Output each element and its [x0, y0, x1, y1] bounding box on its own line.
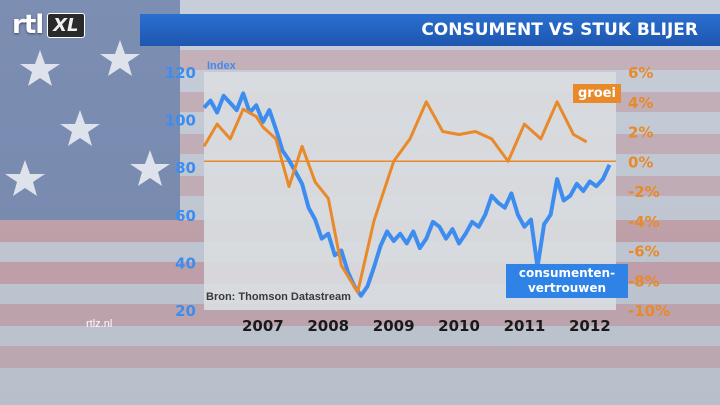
- source-note: Bron: Thomson Datastream: [206, 291, 351, 303]
- logo-channel: XL: [47, 12, 85, 38]
- channel-logo: rtl XL: [12, 10, 85, 40]
- series-label-consumentenvertrouwen: consumenten- vertrouwen: [506, 264, 628, 298]
- x-tick-label: 2011: [504, 317, 546, 335]
- x-axis-ticks: 2007 2008 2009 2010 2011 2012: [242, 317, 611, 335]
- site-url: rtlz.nl: [86, 318, 113, 330]
- left-axis-label: Index: [207, 60, 237, 72]
- left-tick-label: 80: [175, 159, 196, 177]
- right-tick-label: 4%: [628, 94, 653, 112]
- x-tick-label: 2007: [242, 317, 284, 335]
- left-tick-label: 100: [165, 112, 196, 130]
- logo-brand: rtl: [12, 10, 44, 40]
- x-tick-label: 2009: [373, 317, 415, 335]
- right-tick-label: -4%: [628, 213, 660, 231]
- series-label-groei: groei: [573, 84, 621, 103]
- left-tick-label: 40: [175, 254, 196, 272]
- chart-title: CONSUMENT VS STUK BLIJER: [421, 20, 698, 40]
- left-axis-ticks: 120 100 80 60 40 20: [165, 64, 196, 320]
- series-label-line1: consumenten-: [518, 266, 616, 280]
- left-tick-label: 20: [175, 302, 196, 320]
- right-axis-ticks: 6% 4% 2% 0% -2% -4% -6% -8% -10%: [628, 64, 670, 320]
- series-label-line2: vertrouwen: [527, 281, 607, 295]
- series-line-groei: [202, 100, 588, 294]
- flag-stars: [5, 40, 170, 196]
- x-tick-label: 2010: [438, 317, 480, 335]
- title-bar: CONSUMENT VS STUK BLIJER: [140, 14, 720, 46]
- right-tick-label: -10%: [628, 302, 670, 320]
- left-tick-label: 120: [165, 64, 196, 82]
- right-tick-label: 6%: [628, 64, 653, 82]
- right-tick-label: -2%: [628, 183, 660, 201]
- left-tick-label: 60: [175, 207, 196, 225]
- right-tick-label: -8%: [628, 272, 660, 290]
- series-line-consumentenvertrouwen: [202, 91, 612, 298]
- right-tick-label: 0%: [628, 153, 653, 171]
- right-tick-label: -6%: [628, 243, 660, 261]
- x-tick-label: 2008: [307, 317, 349, 335]
- right-tick-label: 2%: [628, 124, 653, 142]
- x-tick-label: 2012: [569, 317, 611, 335]
